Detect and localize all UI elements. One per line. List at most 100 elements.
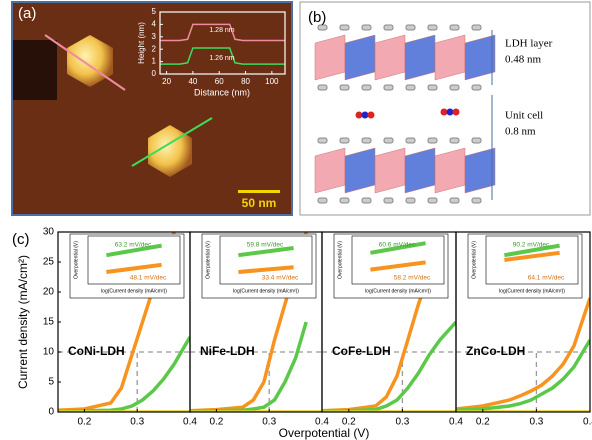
hydroxyl [361, 197, 372, 204]
inset-axis-label: Overpotential (V) [337, 241, 343, 279]
x-tick-label: 0.3 [529, 417, 543, 428]
hydroxyl [449, 84, 460, 91]
hydroxyl [383, 137, 394, 144]
hydroxyl [405, 24, 416, 31]
label: 0.48 nm [505, 54, 542, 66]
x-tick-label: 80 [241, 77, 250, 86]
hydroxyl [317, 197, 328, 204]
chart-title: CoFe-LDH [332, 344, 391, 358]
hydroxyl [361, 24, 372, 31]
inset-line [106, 262, 162, 274]
octahedron [314, 147, 346, 194]
inset-annotation: 63.2 mV/dec [115, 242, 152, 249]
inset-plot [485, 235, 579, 285]
y-tick-label: 15 [43, 317, 55, 328]
y-tick-label: 3 [152, 32, 157, 41]
hydroxyl [427, 197, 438, 204]
x-tick-label: 0.4 [583, 417, 592, 428]
octahedron [404, 34, 436, 81]
x-tick-label: 0.2 [77, 417, 91, 428]
series-line [322, 320, 456, 412]
x-tick-label: 0.2 [476, 417, 490, 428]
atom [446, 108, 454, 116]
inset-annotation: 59.8 mV/dec [247, 242, 284, 249]
panel-label: (c) [12, 231, 30, 248]
axis-label: Current density (mA/cm²) [16, 255, 30, 389]
axis-label: Overpotential (V) [279, 426, 370, 440]
chart-title: ZnCo-LDH [466, 344, 525, 358]
atom [355, 111, 363, 119]
x-tick-label: 0.4 [449, 417, 463, 428]
octahedron [344, 34, 376, 81]
x-tick-label: 0.3 [262, 417, 276, 428]
inset-line [238, 246, 294, 258]
inset-annotation: 48.1 mV/dec [130, 275, 167, 282]
inset-plot [219, 235, 313, 285]
y-tick-label: 1 [152, 57, 157, 66]
afm-image [12, 2, 292, 215]
octahedron [434, 34, 466, 81]
inset-plot [87, 235, 181, 285]
hydroxyl [405, 84, 416, 91]
y-tick-label: 30 [43, 227, 55, 238]
hydroxyl [427, 24, 438, 31]
hydroxyl [361, 84, 372, 91]
y-tick-label: 0 [48, 407, 54, 418]
inset-axis-label: log(Current density (mA/cm²)) [101, 288, 167, 294]
inset-line [370, 260, 426, 272]
hydroxyl [471, 197, 482, 204]
hydroxyl [471, 137, 482, 144]
inset-line [504, 243, 560, 258]
label: 0.8 nm [505, 126, 536, 138]
x-tick-label: 100 [265, 77, 279, 86]
y-tick-label: 10 [43, 347, 55, 358]
hydroxyl [427, 84, 438, 91]
hydroxyl [471, 84, 482, 91]
y-tick-label: 25 [43, 257, 55, 268]
y-tick-label: 0 [152, 69, 157, 78]
x-tick-label: 20 [162, 77, 171, 86]
y-tick-label: 5 [152, 7, 157, 16]
octahedron [464, 147, 496, 194]
annotation: 1.26 nm [209, 55, 234, 62]
hydroxyl [427, 137, 438, 144]
octahedron [464, 34, 496, 81]
y-tick-label: 5 [48, 377, 54, 388]
hydroxyl [449, 24, 460, 31]
inset-line [106, 243, 162, 258]
chart-title: CoNi-LDH [68, 344, 125, 358]
inset-annotation: 64.1 mV/dec [528, 275, 565, 282]
hydroxyl [383, 197, 394, 204]
inset-annotation: 60.6 mV/dec [379, 242, 416, 249]
axis-label: Height (nm) [137, 22, 146, 64]
series-line [160, 47, 285, 65]
chart-title: NiFe-LDH [200, 344, 255, 358]
hydroxyl [361, 137, 372, 144]
x-tick-label: 0.3 [395, 417, 409, 428]
plot-frame [455, 231, 591, 413]
plot [160, 23, 285, 65]
inset-axis-label: log(Current density (mA/cm²)) [233, 288, 299, 294]
x-tick-label: 60 [215, 77, 224, 86]
panel-label: (b) [308, 9, 326, 26]
hydroxyl [405, 197, 416, 204]
hydroxyl [449, 197, 460, 204]
annotation: 1.28 nm [209, 27, 234, 34]
x-tick-label: 0.4 [315, 417, 329, 428]
hydroxyl [339, 137, 350, 144]
plot [456, 297, 590, 412]
inset-plot [351, 235, 445, 285]
inset-frame [467, 233, 583, 299]
axis-label: Distance (nm) [194, 87, 250, 97]
octahedron [434, 147, 466, 194]
x-tick-label: 40 [188, 77, 197, 86]
hydroxyl [339, 84, 350, 91]
inset-axis-label: Overpotential (V) [73, 241, 79, 279]
y-tick-label: 20 [43, 287, 55, 298]
inset-line [504, 250, 560, 262]
hydroxyl [449, 137, 460, 144]
inset-axis-label: log(Current density (mA/cm²)) [365, 288, 431, 294]
inset-axis-label: Overpotential (V) [471, 241, 477, 279]
